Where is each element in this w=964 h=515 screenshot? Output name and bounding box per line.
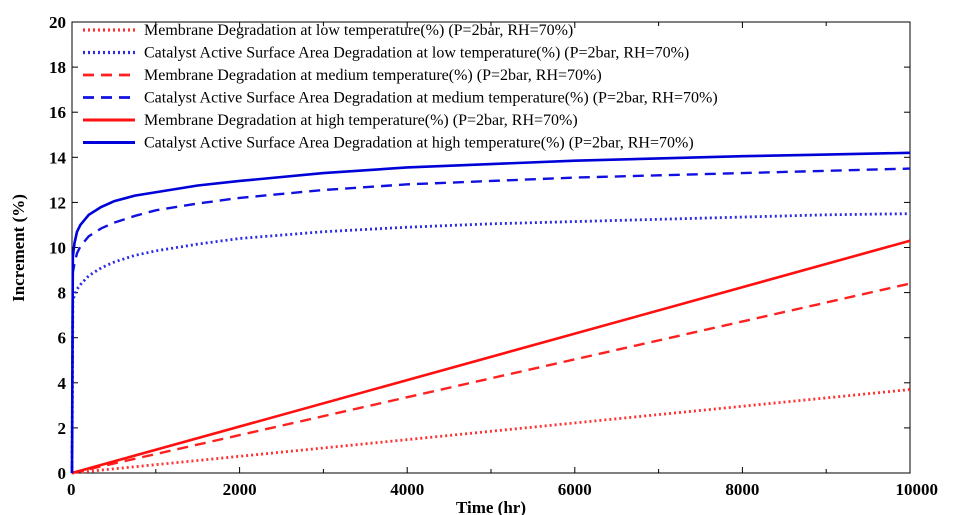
x-tick-label: 4000 (390, 480, 424, 499)
y-tick-label: 4 (58, 374, 67, 393)
legend-label-6: Catalyst Active Surface Area Degradation… (144, 135, 694, 152)
y-tick-label: 6 (58, 329, 67, 348)
plot-area (71, 21, 911, 474)
x-tick-label: 2000 (223, 480, 257, 499)
y-tick-label: 0 (58, 464, 67, 483)
legend-label-4: Catalyst Active Surface Area Degradation… (144, 90, 718, 107)
legend-label-2: Catalyst Active Surface Area Degradation… (144, 45, 689, 62)
series-line-5 (71, 239, 911, 475)
series-line-1 (71, 388, 911, 475)
x-tick-label: 8000 (725, 480, 759, 499)
x-axis-title: Time (hr) (456, 498, 526, 515)
legend-label-1: Membrane Degradation at low temperature(… (144, 22, 573, 39)
series-lines (70, 151, 911, 475)
axis-ticks: 0 2 4 6 8 10 12 14 16 18 20 0 2000 4000 6000 8000 10000 (49, 13, 938, 499)
y-tick-label: 12 (49, 193, 66, 212)
series-line-2 (70, 212, 911, 474)
y-tick-label: 10 (49, 239, 66, 258)
y-tick-label: 8 (58, 284, 67, 303)
legend-label-5: Membrane Degradation at high temperature… (144, 112, 578, 129)
y-tick-label: 16 (49, 103, 66, 122)
y-tick-label: 18 (49, 58, 66, 77)
y-axis-title: Increment (%) (9, 194, 28, 302)
y-tick-label: 14 (49, 148, 67, 167)
series-line-4 (70, 167, 911, 474)
legend: Membrane Degradation at low temperature(… (83, 22, 718, 152)
x-tick-label: 0 (67, 480, 76, 499)
series-line-6 (70, 151, 911, 474)
x-tick-label: 10000 (896, 480, 939, 499)
x-tick-label: 6000 (558, 480, 592, 499)
legend-label-3: Membrane Degradation at medium temperatu… (144, 67, 602, 84)
y-tick-label: 2 (58, 419, 67, 438)
y-tick-label: 20 (49, 13, 66, 32)
